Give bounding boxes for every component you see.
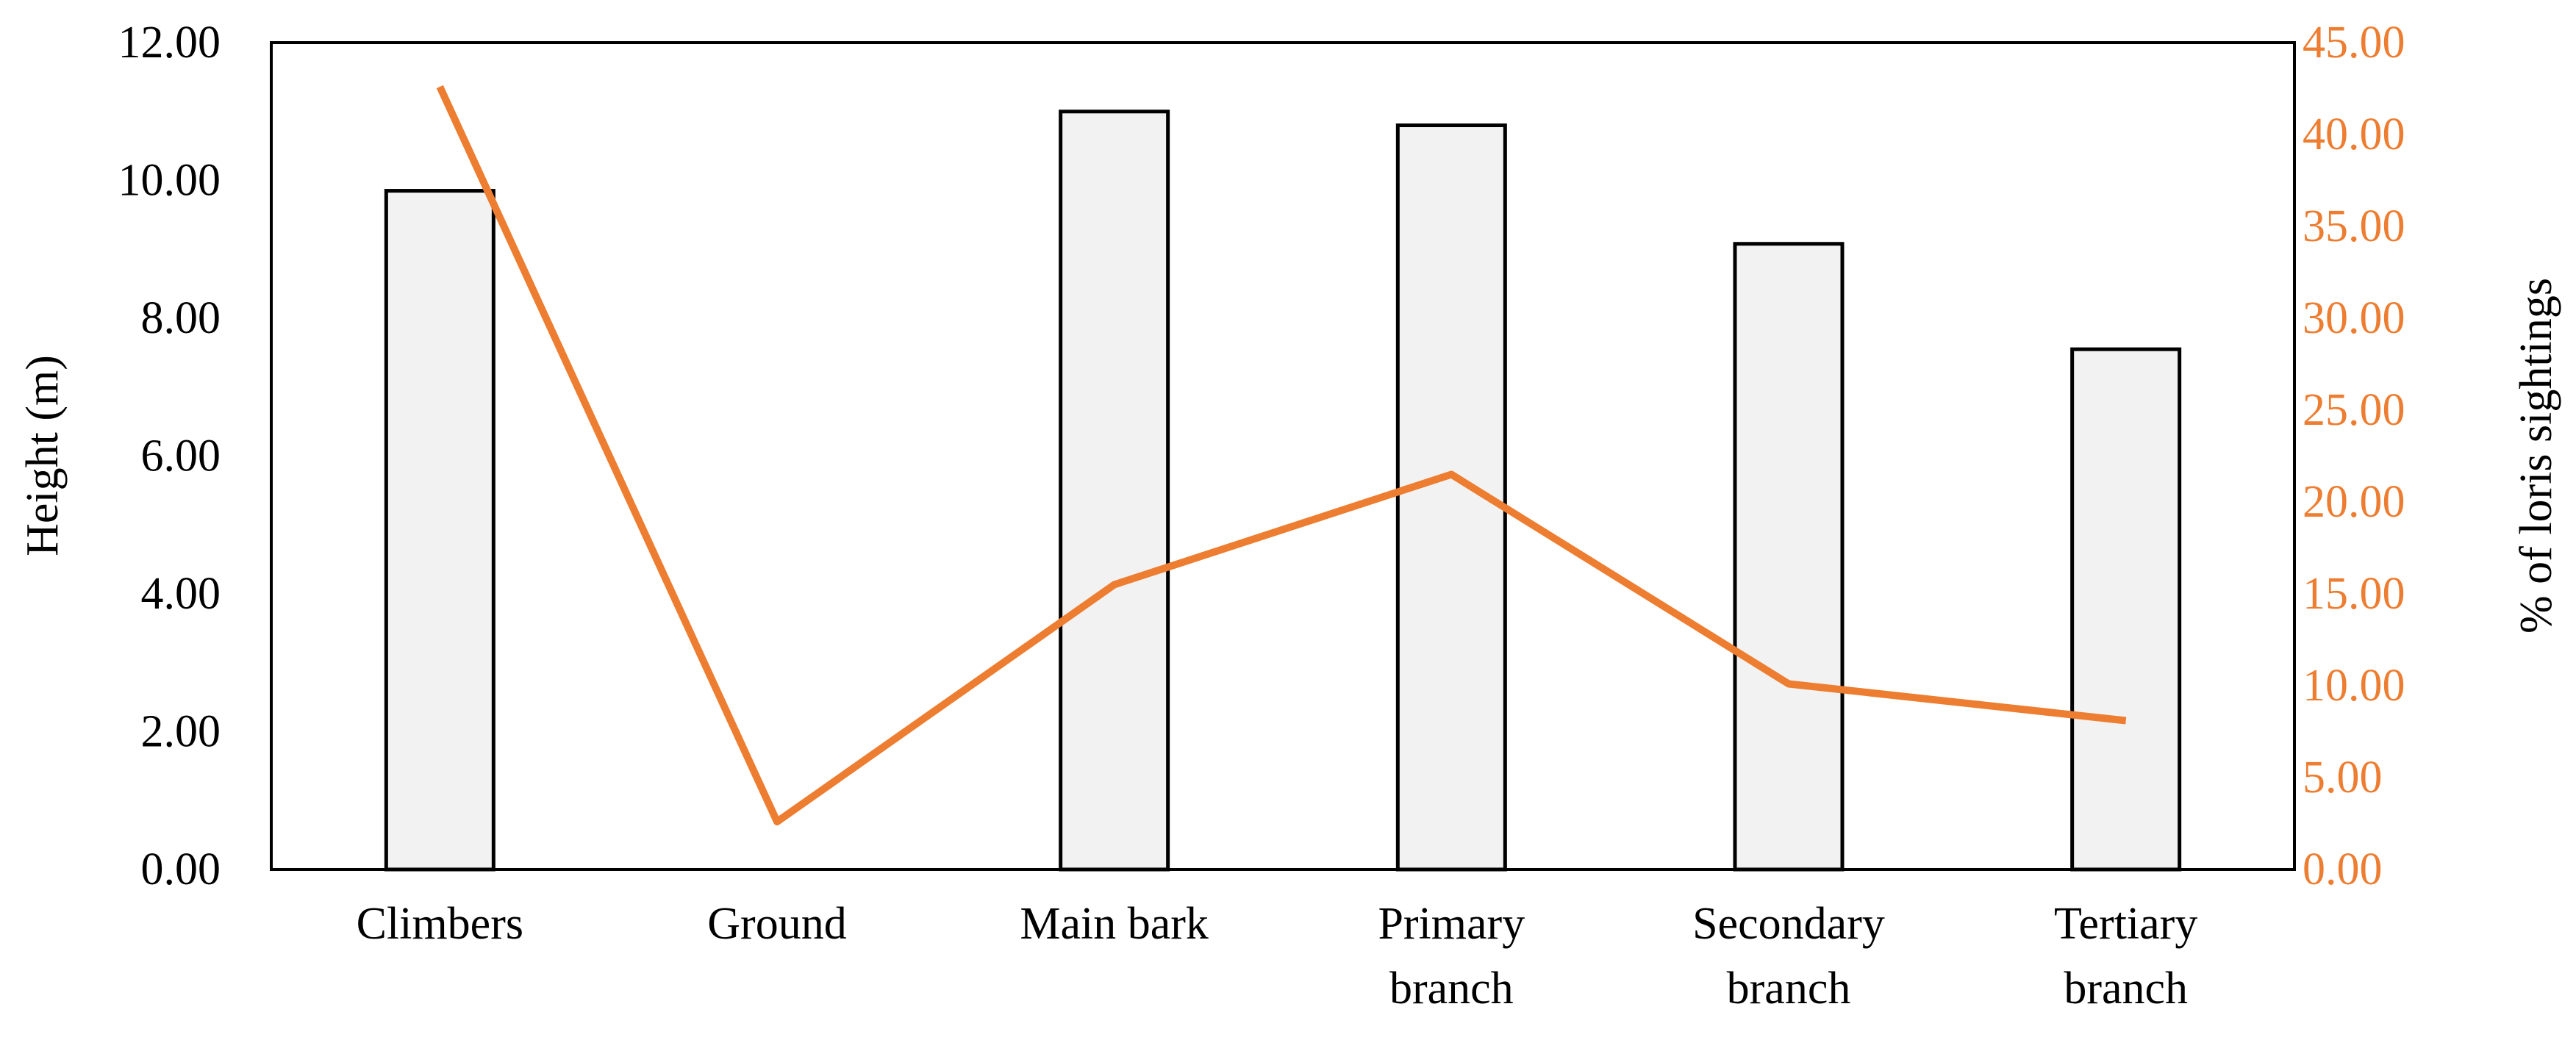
right-tick-label: 45.00 [2303,18,2405,68]
right-tick-label: 5.00 [2303,753,2383,803]
category-labels: Climbers Ground Main bark Primary branch Seco… [357,899,2198,1014]
left-tick-label: 4.00 [141,569,221,619]
bar [1733,242,1845,872]
left-tick-label: 2.00 [141,707,221,757]
category-label: branch [1389,964,1514,1014]
category-label: branch [1727,964,1851,1014]
bar [2070,347,2182,872]
right-tick-label: 30.00 [2303,293,2405,343]
category-label: Secondary [1692,899,1885,949]
right-axis-ticks: 0.00 5.00 10.00 15.00 20.00 25.00 30.00 35.00 40… [2303,18,2405,894]
bar [384,189,495,872]
line-layer [436,85,2127,825]
plot-area-frame [270,41,2296,871]
right-tick-label: 15.00 [2303,569,2405,619]
left-axis-title: Height (m) [18,355,68,556]
category-label: Ground [707,899,846,949]
category-label: Climbers [357,899,523,949]
right-tick-label: 0.00 [2303,844,2383,894]
left-tick-label: 6.00 [141,431,221,481]
right-tick-label: 20.00 [2303,477,2405,527]
right-tick-label: 40.00 [2303,110,2405,159]
right-axis-title: % of loris sightings [2511,278,2561,634]
left-tick-label: 0.00 [141,844,221,894]
right-tick-label: 10.00 [2303,661,2405,711]
left-axis-ticks: 0.00 2.00 4.00 6.00 8.00 10.00 12.00 [118,18,221,894]
category-label: Main bark [1020,899,1209,949]
left-tick-label: 10.00 [118,156,221,206]
line-series [436,85,2127,825]
category-label: branch [2064,964,2188,1014]
category-label: Primary [1378,899,1525,949]
right-tick-label: 35.00 [2303,201,2405,251]
left-tick-label: 12.00 [118,18,221,68]
category-label: Tertiary [2054,899,2197,949]
bars-layer [384,110,2182,872]
bar [1059,110,1170,872]
left-tick-label: 8.00 [141,293,221,343]
right-tick-label: 25.00 [2303,385,2405,435]
